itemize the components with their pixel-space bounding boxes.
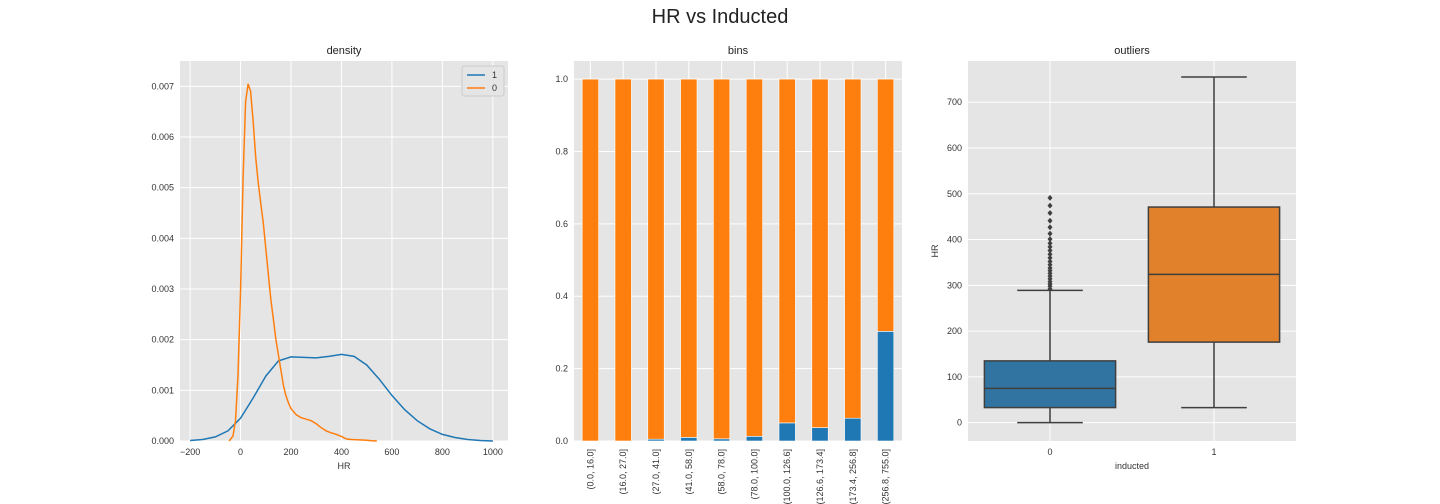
outliers-x-axis-label: inducted	[1115, 461, 1149, 471]
outliers-y-axis-label: HR	[930, 244, 940, 257]
density-legend-label: 0	[492, 83, 497, 93]
bins-bar-orange-segment	[581, 78, 599, 442]
bins-x-tick-label: (78.0, 100.0]	[749, 449, 759, 500]
density-legend	[461, 65, 505, 97]
bins-x-tick-label: (41.0, 58.0]	[684, 449, 694, 495]
bins-x-tick-label: (16.0, 27.0]	[618, 449, 628, 495]
outliers-y-tick-label: 200	[947, 326, 962, 336]
bins-bar-blue-segment	[745, 435, 763, 442]
density-x-tick-label: 200	[283, 447, 298, 457]
bins-x-tick-label: (58.0, 78.0]	[717, 449, 727, 495]
box-0-outlier-point	[1047, 247, 1053, 254]
bins-y-tick-label: 0.8	[555, 146, 568, 156]
bins-bar-blue-segment	[680, 437, 698, 442]
box-0-outlier-point	[1047, 264, 1053, 271]
bins-y-tick-label: 0.4	[555, 291, 568, 301]
density-x-axis-label: HR	[338, 461, 351, 471]
bins-title: bins	[728, 45, 749, 57]
outliers-panel: 0 100 200 300 400 500 600 700 0 1 outliers inducted…	[930, 45, 1296, 471]
density-x-tick-label: −200	[180, 447, 200, 457]
box-0-outlier-point	[1047, 202, 1053, 209]
box-0-outlier-point	[1047, 194, 1053, 201]
box-0-outlier-point	[1047, 236, 1053, 243]
density-legend-label: 1	[492, 70, 497, 80]
bins-bar-orange-segment	[811, 78, 829, 428]
density-x-tick-label: 0	[238, 447, 243, 457]
density-series-1-line	[190, 353, 493, 442]
bins-y-tick-label: 0.0	[555, 436, 568, 446]
density-y-tick-label: 0.006	[151, 132, 174, 142]
outliers-y-tick-label: 300	[947, 280, 962, 290]
outliers-y-tick-label: 600	[947, 143, 962, 153]
bins-bar-orange-segment	[745, 78, 763, 437]
density-y-tick-label: 0.002	[151, 335, 174, 345]
box-0-outlier-point	[1047, 217, 1053, 224]
bins-panel: 0.0 0.2 0.4 0.6 0.8 1.0 (0.0, 16.0] (16.0, 27.0…	[555, 45, 902, 504]
box-0-iqr	[983, 360, 1117, 409]
bins-x-tick-label: (256.8, 755.0]	[881, 449, 891, 504]
bins-x-tick-label: (126.6, 173.4]	[815, 449, 825, 504]
box-0-outlier-point	[1047, 258, 1053, 265]
bins-x-tick-label: (100.0, 126.6]	[782, 449, 792, 504]
bins-bar-orange-segment	[680, 78, 698, 438]
density-y-tick-label: 0.003	[151, 284, 174, 294]
box-0-outlier-point	[1047, 254, 1053, 261]
density-x-tick-label: 600	[384, 447, 399, 457]
bins-bar-orange-segment	[844, 78, 862, 419]
outliers-y-tick-label: 100	[947, 372, 962, 382]
bins-bar-orange-segment	[614, 78, 632, 442]
bins-bar-blue-segment	[877, 331, 895, 442]
bins-bar-blue-segment	[844, 417, 862, 442]
box-0-outlier-point	[1047, 243, 1053, 250]
density-panel: −200 0 200 400 600 800 1000 0.000 0.001 0.002 0.00…	[151, 45, 508, 471]
bins-bar-blue-segment	[713, 438, 731, 442]
figure-title: HR vs Inducted	[651, 6, 789, 28]
density-series-0-line	[228, 83, 377, 442]
density-y-tick-label: 0.005	[151, 183, 174, 193]
box-0-outlier-point	[1047, 240, 1053, 247]
outliers-x-tick-label: 0	[1047, 447, 1052, 457]
bins-x-tick-label: (27.0, 41.0]	[651, 449, 661, 495]
bins-bar-orange-segment	[713, 78, 731, 440]
density-x-tick-label: 1000	[483, 447, 503, 457]
box-0-outlier-point	[1047, 261, 1053, 268]
bins-bar-blue-segment	[778, 422, 796, 442]
bins-bar-orange-segment	[877, 78, 895, 332]
density-y-tick-label: 0.004	[151, 233, 174, 243]
density-y-tick-label: 0.007	[151, 81, 174, 91]
box-0-outlier-point	[1047, 230, 1053, 237]
box-0-outlier-point	[1047, 210, 1053, 216]
density-y-tick-label: 0.001	[151, 385, 174, 395]
bins-bar-orange-segment	[778, 78, 796, 424]
bins-y-tick-label: 1.0	[555, 74, 568, 84]
density-x-tick-label: 400	[334, 447, 349, 457]
bins-y-tick-label: 0.2	[555, 364, 568, 374]
outliers-y-tick-label: 400	[947, 235, 962, 245]
outliers-title: outliers	[1114, 45, 1150, 57]
box-0-outlier-point	[1047, 224, 1053, 231]
outliers-y-tick-label: 500	[947, 189, 962, 199]
density-x-tick-label: 800	[435, 447, 450, 457]
outliers-x-tick-label: 1	[1211, 447, 1216, 457]
box-0-outlier-point	[1047, 251, 1053, 258]
bins-y-tick-label: 0.6	[555, 219, 568, 229]
bins-x-tick-label: (173.4, 256.8]	[848, 449, 858, 504]
outliers-y-tick-label: 700	[947, 97, 962, 107]
density-y-tick-label: 0.000	[151, 436, 174, 446]
bins-x-tick-label: (0.0, 16.0]	[585, 449, 595, 490]
bins-bar-blue-segment	[811, 427, 829, 442]
bins-bar-orange-segment	[647, 78, 665, 440]
density-title: density	[327, 45, 362, 57]
density-plot-area	[180, 61, 508, 441]
outliers-y-tick-label: 0	[957, 418, 962, 428]
